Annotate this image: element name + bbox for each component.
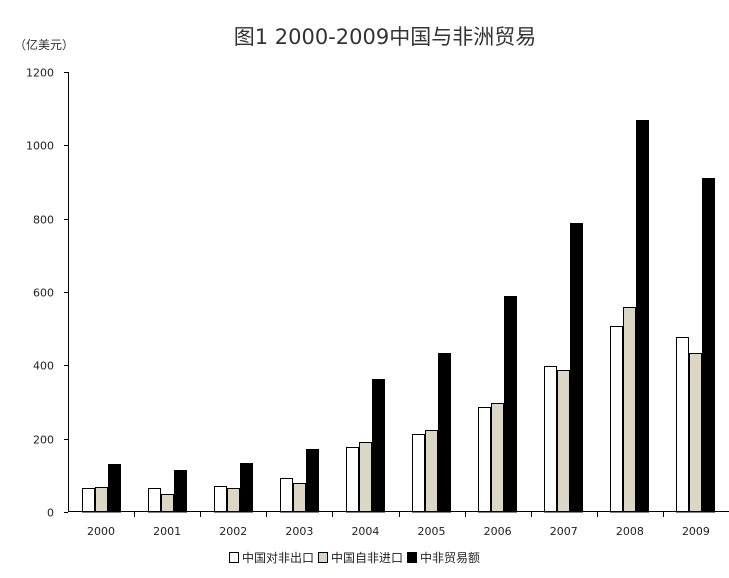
legend-swatch bbox=[407, 552, 418, 563]
y-axis-ticks: 0 200 400 600 800 1000 1200 bbox=[26, 67, 68, 520]
x-tick-label: 2001 bbox=[153, 525, 181, 538]
bar-2009-2 bbox=[702, 178, 715, 513]
bar-2008-0 bbox=[610, 326, 623, 513]
y-axis-unit-label: （亿美元） bbox=[14, 37, 74, 52]
legend-label: 中国对非出口 bbox=[242, 550, 314, 565]
legend-swatch bbox=[318, 552, 329, 563]
bar-2007-1 bbox=[557, 370, 570, 513]
legend-label: 中非贸易额 bbox=[420, 550, 480, 565]
bars bbox=[82, 120, 715, 513]
bar-2002-2 bbox=[240, 463, 253, 513]
y-tick-label: 0 bbox=[47, 507, 54, 520]
x-tick-label: 2005 bbox=[418, 525, 446, 538]
bar-2002-0 bbox=[214, 486, 227, 513]
legend: 中国对非出口 中国自非进口 中非贸易额 bbox=[229, 550, 480, 565]
legend-swatch bbox=[229, 552, 239, 563]
x-tick-label: 2004 bbox=[351, 525, 379, 538]
y-tick-label: 200 bbox=[33, 434, 54, 447]
bar-2001-2 bbox=[174, 470, 187, 513]
y-tick-label: 1200 bbox=[26, 67, 54, 80]
bar-2003-1 bbox=[293, 483, 306, 513]
x-tick-label: 2002 bbox=[219, 525, 247, 538]
chart-title: 图1 2000-2009中国与非洲贸易 bbox=[234, 25, 537, 49]
y-tick-label: 1000 bbox=[26, 140, 54, 153]
bar-2006-0 bbox=[478, 407, 491, 513]
x-tick-label: 2008 bbox=[616, 525, 644, 538]
bar-2006-2 bbox=[504, 296, 517, 513]
bar-2000-0 bbox=[82, 488, 95, 513]
bar-2007-2 bbox=[570, 223, 583, 513]
bar-2009-0 bbox=[676, 337, 689, 513]
bar-2007-0 bbox=[544, 366, 557, 513]
x-axis-ticks: 2000 2001 2002 2003 2004 2005 2006 2007 2008 2009 bbox=[87, 512, 710, 538]
bar-2008-1 bbox=[623, 307, 636, 513]
bar-2005-2 bbox=[438, 353, 451, 513]
bar-2001-1 bbox=[161, 494, 174, 513]
bar-2004-0 bbox=[346, 447, 359, 513]
bar-2005-0 bbox=[412, 434, 425, 513]
x-tick-label: 2007 bbox=[550, 525, 578, 538]
bar-2003-0 bbox=[280, 478, 293, 513]
bar-2008-2 bbox=[636, 120, 649, 513]
bar-2009-1 bbox=[689, 353, 702, 513]
x-tick-label: 2000 bbox=[87, 525, 115, 538]
x-tick-label: 2009 bbox=[682, 525, 710, 538]
bar-2000-1 bbox=[95, 487, 108, 513]
bar-2002-1 bbox=[227, 488, 240, 513]
y-tick-label: 800 bbox=[33, 214, 54, 227]
bar-2006-1 bbox=[491, 403, 504, 513]
x-tick-label: 2006 bbox=[484, 525, 512, 538]
bar-2001-0 bbox=[148, 488, 161, 513]
bar-2005-1 bbox=[425, 430, 438, 513]
x-tick-label: 2003 bbox=[285, 525, 313, 538]
bar-2003-2 bbox=[306, 449, 319, 513]
legend-label: 中国自非进口 bbox=[331, 550, 403, 565]
y-tick-label: 600 bbox=[33, 287, 54, 300]
y-tick-label: 400 bbox=[33, 360, 54, 373]
bar-2004-2 bbox=[372, 379, 385, 513]
bar-2000-2 bbox=[108, 464, 121, 513]
bar-2004-1 bbox=[359, 442, 372, 513]
